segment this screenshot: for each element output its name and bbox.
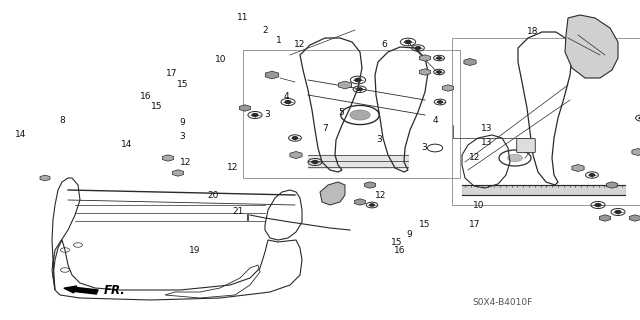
Text: 4: 4 — [284, 92, 289, 100]
Text: S0X4-B4010F: S0X4-B4010F — [472, 298, 532, 307]
Polygon shape — [607, 182, 618, 188]
Circle shape — [508, 154, 523, 162]
Circle shape — [437, 71, 441, 73]
Circle shape — [405, 40, 411, 44]
Text: 3: 3 — [265, 110, 270, 119]
Text: 17: 17 — [469, 220, 481, 229]
Polygon shape — [565, 15, 618, 78]
Text: 21: 21 — [232, 207, 244, 216]
Polygon shape — [364, 182, 376, 188]
Polygon shape — [442, 85, 454, 91]
Text: 9: 9 — [407, 230, 412, 239]
Text: 15: 15 — [391, 238, 403, 247]
Polygon shape — [40, 175, 50, 181]
Polygon shape — [572, 164, 584, 172]
Bar — [243, 50, 460, 178]
Text: 15: 15 — [177, 80, 188, 89]
Polygon shape — [464, 59, 476, 66]
Circle shape — [285, 100, 291, 103]
Text: 20: 20 — [207, 191, 219, 200]
Text: 2: 2 — [263, 26, 268, 35]
Polygon shape — [339, 81, 351, 89]
Circle shape — [312, 161, 318, 164]
Text: 4: 4 — [433, 116, 438, 125]
Circle shape — [349, 110, 370, 120]
Circle shape — [589, 174, 595, 176]
Text: 12: 12 — [294, 40, 305, 49]
Text: 12: 12 — [227, 163, 238, 172]
Polygon shape — [419, 55, 431, 61]
Polygon shape — [172, 170, 184, 176]
Polygon shape — [163, 155, 173, 161]
Polygon shape — [419, 69, 431, 75]
Text: 14: 14 — [121, 140, 132, 149]
Text: 13: 13 — [481, 138, 492, 147]
Polygon shape — [355, 199, 365, 205]
Text: 3: 3 — [421, 143, 426, 152]
Text: 16: 16 — [140, 92, 152, 100]
Polygon shape — [320, 182, 345, 205]
Text: 8: 8 — [60, 116, 65, 125]
Circle shape — [252, 114, 258, 116]
Text: 1: 1 — [276, 36, 281, 44]
Text: 9: 9 — [179, 118, 184, 127]
Text: 17: 17 — [166, 69, 177, 78]
Text: 13: 13 — [481, 124, 492, 132]
Circle shape — [370, 204, 374, 206]
Text: 12: 12 — [180, 158, 191, 167]
Circle shape — [615, 211, 621, 213]
Circle shape — [357, 88, 362, 91]
Text: 7: 7 — [323, 124, 328, 133]
Polygon shape — [290, 151, 302, 158]
Text: 11: 11 — [237, 13, 249, 22]
Polygon shape — [239, 105, 250, 111]
Text: 16: 16 — [394, 246, 406, 255]
Polygon shape — [600, 215, 611, 221]
Text: 12: 12 — [374, 191, 386, 200]
Circle shape — [595, 204, 601, 206]
Circle shape — [292, 137, 298, 139]
FancyArrow shape — [64, 286, 98, 294]
Text: 18: 18 — [527, 27, 538, 36]
Polygon shape — [630, 215, 640, 221]
Text: FR.: FR. — [104, 284, 125, 297]
Text: 15: 15 — [419, 220, 431, 229]
Text: 10: 10 — [215, 55, 227, 64]
Text: 19: 19 — [189, 246, 201, 255]
Text: 6: 6 — [381, 40, 387, 49]
Bar — [452, 38, 640, 205]
Text: 3: 3 — [376, 135, 381, 144]
Text: 14: 14 — [15, 130, 27, 139]
Text: 12: 12 — [469, 153, 481, 162]
Text: 15: 15 — [151, 102, 163, 111]
Polygon shape — [266, 71, 278, 79]
Text: 5: 5 — [339, 108, 344, 117]
Circle shape — [355, 78, 361, 82]
Polygon shape — [632, 148, 640, 156]
Text: 3: 3 — [179, 132, 184, 141]
Text: 10: 10 — [473, 201, 484, 210]
Circle shape — [438, 101, 442, 103]
Circle shape — [437, 57, 441, 59]
FancyBboxPatch shape — [516, 139, 535, 153]
Circle shape — [415, 47, 420, 49]
